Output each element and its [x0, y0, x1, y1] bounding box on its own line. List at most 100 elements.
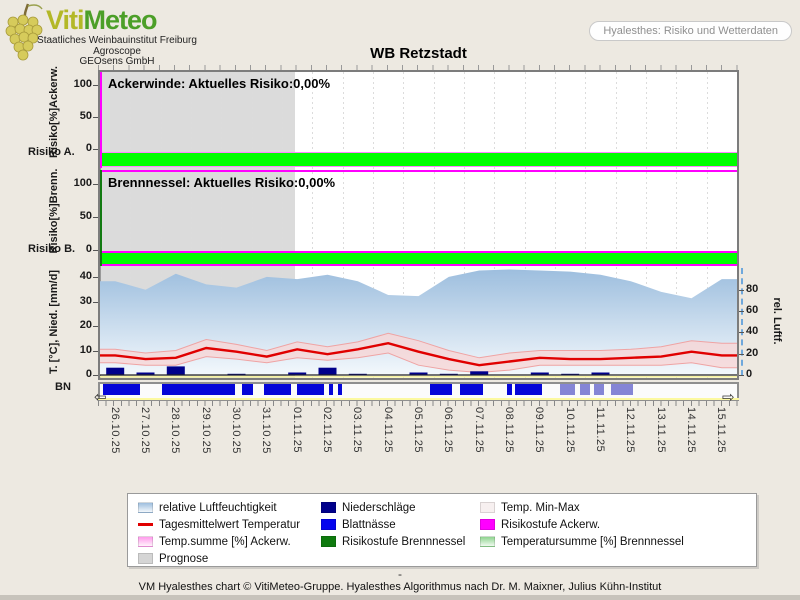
precip-bar [591, 372, 610, 375]
y-tick-label: 30 [79, 295, 92, 307]
legend-item: Temp.summe [%] Ackerw. [138, 533, 300, 550]
window-bottom-strip [0, 595, 800, 600]
precip-bar [530, 372, 549, 375]
bn-label: BN [55, 381, 71, 393]
y-tick-label: 40 [79, 270, 92, 282]
precip-bar [166, 366, 185, 375]
y-tick-mark [93, 326, 98, 327]
day-gridline [585, 72, 587, 378]
chart-plot-area: Ackerwinde: Aktuelles Risiko:0,00% Brenn… [98, 70, 739, 380]
day-gridline [282, 72, 283, 378]
temp-min-line [100, 352, 737, 374]
brand-title: VitiMeteo [46, 5, 158, 36]
info-pill: Hyalesthes: Risiko und Wetterdaten [589, 21, 792, 41]
weather-chart [100, 269, 737, 378]
risk-bar-ackerwinde [100, 152, 737, 167]
legend-item: Tagesmittelwert Temperatur [138, 516, 300, 533]
y-tick-label: 40 [746, 325, 759, 337]
date-label: 08.11.25 [503, 407, 515, 454]
bn-segment [559, 384, 576, 395]
legend-item: relative Luftfeuchtigkeit [138, 499, 300, 516]
panel-brennnessel-label: Brennnessel: Aktuelles Risiko:0,00% [108, 175, 336, 190]
date-label: 03.11.25 [351, 407, 364, 454]
org-line-2: Agroscope [93, 45, 141, 57]
y-tick-label: 50 [79, 110, 92, 122]
day-gridline [160, 72, 162, 378]
day-gridline [464, 72, 465, 378]
y-tick-label: 20 [746, 347, 759, 359]
day-gridline [130, 72, 132, 378]
panel-ackerwinde-label: Ackerwinde: Aktuelles Risiko:0,00% [108, 76, 331, 91]
y-tick-mark [739, 332, 744, 333]
brand-meteo: Meteo [83, 5, 158, 35]
y-tick-mark [739, 375, 744, 376]
day-gridline [555, 72, 556, 378]
date-label: 15.11.25 [715, 407, 728, 454]
day-gridline [221, 72, 223, 378]
scroll-left-arrow[interactable]: ⇦ [94, 389, 107, 406]
day-gridline [403, 72, 405, 378]
date-label: 30.10.25 [230, 407, 242, 454]
org-lines: Staatliches Weinbauinstitut Freiburg Agr… [28, 35, 206, 68]
day-gridline [676, 72, 678, 378]
bn-segment [296, 384, 325, 395]
legend-item: Risikostufe Ackerw. [480, 516, 684, 533]
brennnessel-spine [100, 170, 102, 266]
precip-bar [409, 372, 428, 375]
legend-label: Risikostufe Ackerw. [501, 518, 601, 531]
temp-max-line [100, 332, 737, 359]
bn-segment [459, 384, 483, 395]
ackerwinde-spine [100, 72, 102, 168]
bn-segment [580, 384, 591, 395]
y-tick-mark [93, 250, 98, 251]
bn-segment [102, 384, 141, 395]
brand-viti: Viti [46, 5, 85, 35]
y-tick-mark [93, 217, 98, 218]
legend-swatch [138, 502, 153, 513]
legend-label: relative Luftfeuchtigkeit [159, 501, 277, 514]
bn-segment [162, 384, 235, 395]
legend: relative Luftfeuchtigkeit Tagesmittelwert… [127, 493, 757, 567]
legend-item: Temperatursumme [%] Brennnessel [480, 533, 684, 550]
date-label: 14.11.25 [685, 407, 697, 454]
y-tick-mark [93, 277, 98, 278]
y-tick-mark [93, 149, 98, 150]
date-label: 13.11.25 [654, 407, 667, 454]
date-label: 28.10.25 [169, 407, 182, 454]
legend-swatch [321, 536, 336, 547]
day-gridline [373, 72, 374, 378]
y-tick-label: 100 [73, 177, 92, 189]
legend-item: Prognose [138, 550, 300, 567]
chart-title: WB Retzstadt [370, 45, 467, 62]
day-gridline [251, 72, 253, 378]
legend-label: Risikostufe Brennnessel [342, 535, 466, 548]
precip-bar [470, 371, 489, 375]
bn-segment [514, 384, 543, 395]
legend-item: Temp. Min-Max [480, 499, 684, 516]
day-gridline [494, 72, 496, 378]
y-tick-label: 0 [85, 243, 92, 255]
legend-label: Tagesmittelwert Temperatur [159, 518, 301, 531]
footer-credit: VM Hyalesthes chart © VitiMeteo-Gruppe. … [138, 581, 662, 593]
date-label: 12.11.25 [624, 407, 637, 454]
y-tick-label: 20 [79, 319, 92, 331]
y-tick-label: 80 [746, 283, 759, 295]
bn-segment [338, 384, 342, 395]
legend-label: Prognose [159, 552, 209, 565]
bn-segment [594, 384, 604, 395]
date-label: 09.11.25 [533, 407, 546, 454]
scroll-right-arrow[interactable]: ⇨ [722, 389, 735, 406]
y-tick-label: 100 [73, 78, 92, 90]
top-tick-strip [98, 65, 739, 70]
bn-segment [610, 384, 633, 395]
bn-strip [98, 382, 739, 401]
legend-column: Niederschläge Blattnässe Risikostufe Brenn… [321, 499, 465, 550]
y-tick-mark [739, 290, 744, 291]
legend-item: Risikostufe Brennnessel [321, 533, 465, 550]
day-gridline [433, 72, 435, 378]
legend-label: Temp.summe [%] Ackerw. [159, 535, 291, 548]
bn-segment [242, 384, 253, 395]
legend-column: Temp. Min-Max Risikostufe Ackerw. Temperat… [480, 499, 684, 550]
legend-label: Niederschläge [342, 501, 416, 514]
